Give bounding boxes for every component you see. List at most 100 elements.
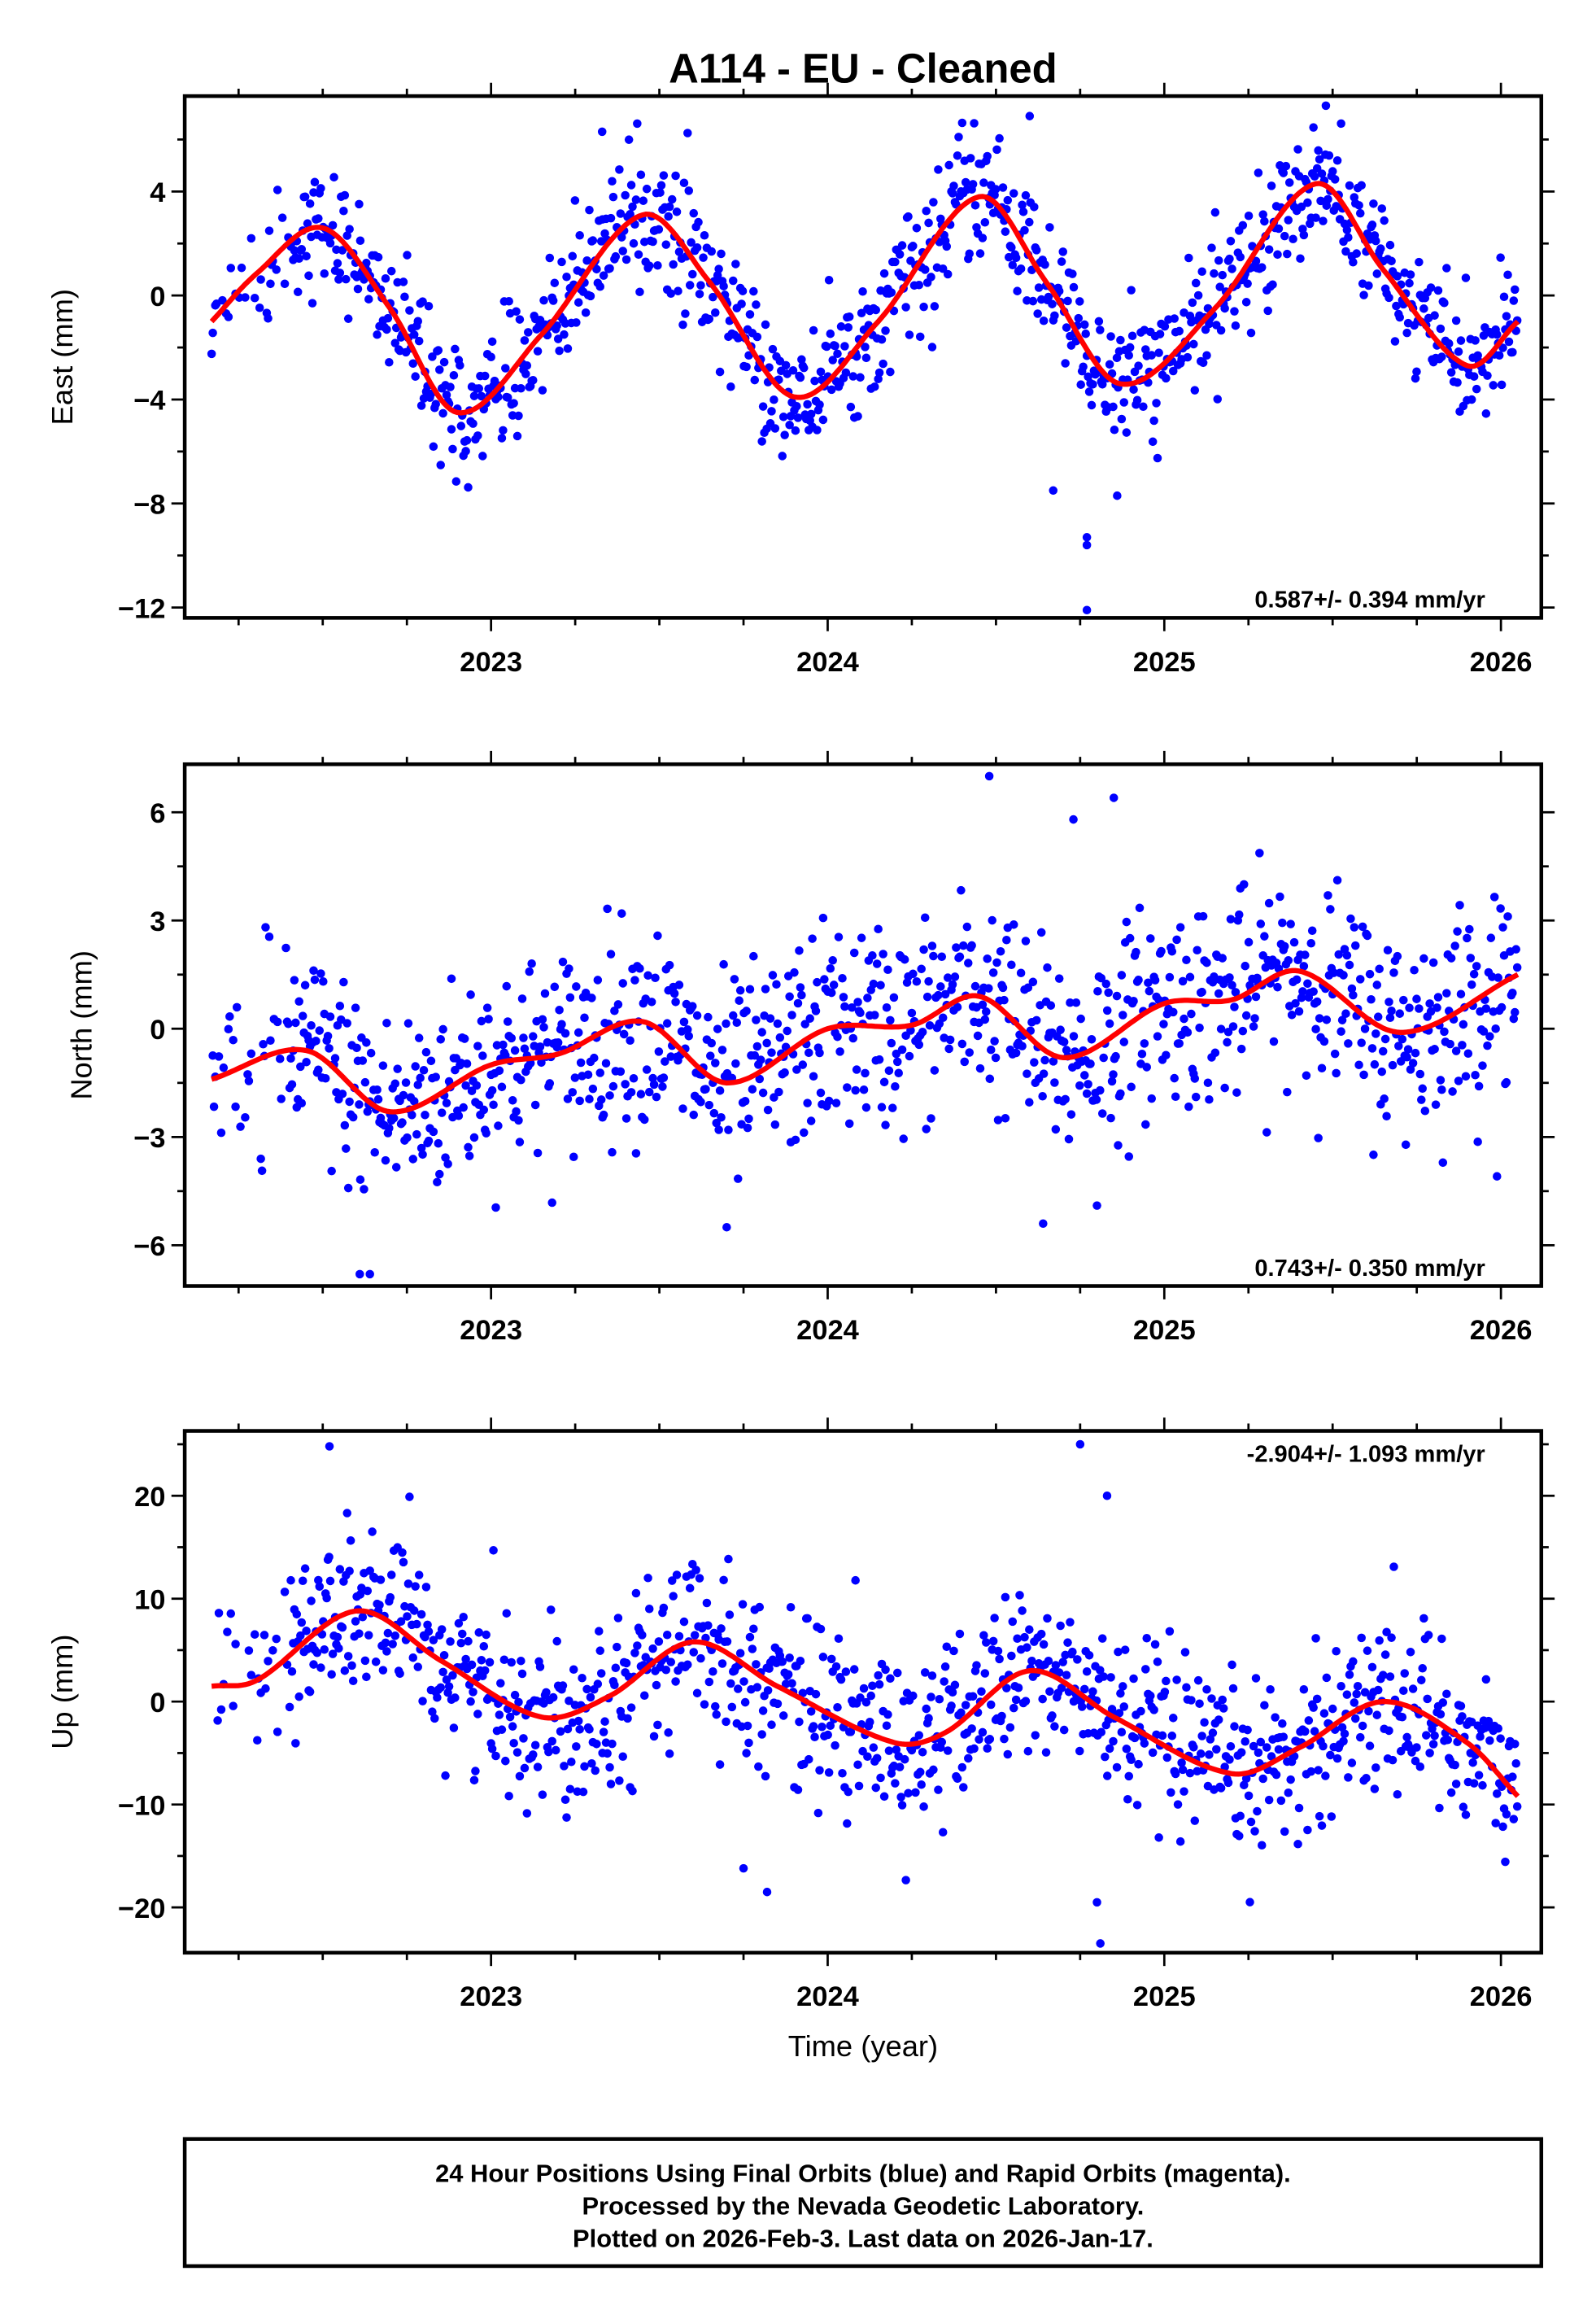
data-point xyxy=(538,386,547,395)
data-point xyxy=(1187,1009,1196,1019)
data-point xyxy=(1467,395,1476,404)
data-point xyxy=(828,956,837,965)
data-point xyxy=(652,1680,661,1690)
data-point xyxy=(879,1792,889,1802)
data-point xyxy=(1456,336,1466,345)
data-point xyxy=(261,923,270,932)
data-points xyxy=(208,771,1522,1279)
data-point xyxy=(264,314,273,323)
data-point xyxy=(838,974,847,983)
data-point xyxy=(563,1724,573,1734)
data-point xyxy=(1494,973,1503,982)
data-point xyxy=(674,247,684,256)
data-point xyxy=(909,969,918,979)
data-point xyxy=(770,424,780,433)
data-point xyxy=(411,372,420,381)
data-point xyxy=(724,1554,733,1564)
data-point xyxy=(1013,286,1022,295)
y-tick-label: 10 xyxy=(134,1584,165,1615)
data-point xyxy=(1418,1664,1427,1673)
data-point xyxy=(373,1085,382,1094)
data-point xyxy=(353,284,363,294)
data-point xyxy=(1350,1714,1360,1723)
data-point xyxy=(1424,1631,1433,1640)
data-point xyxy=(1241,1011,1251,1020)
data-point xyxy=(874,1055,884,1064)
data-point xyxy=(983,1744,992,1754)
data-point xyxy=(767,1048,776,1057)
data-point xyxy=(1020,1632,1029,1642)
data-point xyxy=(790,967,799,977)
data-point xyxy=(739,1677,748,1686)
data-point xyxy=(1388,1060,1398,1070)
data-point xyxy=(653,931,662,941)
data-point xyxy=(940,1677,948,1686)
data-point xyxy=(1450,1760,1459,1770)
data-point xyxy=(412,1619,421,1629)
data-point xyxy=(635,287,644,297)
data-point xyxy=(429,1127,438,1137)
data-point xyxy=(266,279,275,289)
data-point xyxy=(1141,345,1150,354)
data-point xyxy=(216,1705,226,1714)
data-point xyxy=(1149,1705,1158,1714)
data-point xyxy=(416,1143,426,1153)
data-point xyxy=(456,1638,466,1648)
data-point xyxy=(593,976,603,985)
data-point xyxy=(576,1058,586,1068)
data-point xyxy=(665,960,674,970)
data-point xyxy=(1066,1110,1076,1119)
data-point xyxy=(552,321,561,330)
data-point xyxy=(1364,1706,1373,1716)
data-point xyxy=(930,302,940,311)
data-point xyxy=(1170,314,1179,323)
data-point xyxy=(780,1068,789,1077)
data-point xyxy=(582,256,591,265)
data-point xyxy=(1283,249,1292,259)
data-point xyxy=(1367,1662,1377,1672)
data-point xyxy=(433,1692,442,1702)
data-point xyxy=(666,289,676,299)
data-point xyxy=(704,1100,714,1110)
data-point xyxy=(1309,123,1318,132)
data-point xyxy=(1193,290,1203,300)
data-point xyxy=(335,269,345,277)
data-point xyxy=(596,1095,606,1104)
y-tick-label: −6 xyxy=(133,1231,165,1262)
data-point xyxy=(948,1688,957,1697)
data-point xyxy=(970,201,980,210)
data-point xyxy=(986,1700,996,1710)
data-point xyxy=(1322,1673,1332,1683)
data-point xyxy=(1129,1674,1138,1684)
data-point xyxy=(522,360,532,370)
data-point xyxy=(1426,283,1436,292)
data-point xyxy=(1344,1773,1353,1782)
data-point xyxy=(957,885,966,895)
data-point xyxy=(575,1725,584,1734)
data-point xyxy=(309,966,318,976)
data-point xyxy=(1254,168,1263,177)
data-point xyxy=(1471,1070,1480,1080)
data-point xyxy=(1236,1044,1246,1054)
data-point xyxy=(1125,933,1135,943)
data-point xyxy=(1058,1657,1067,1666)
data-point xyxy=(838,1769,847,1778)
data-point xyxy=(689,1110,699,1120)
data-point xyxy=(1262,1743,1271,1752)
data-point xyxy=(649,1080,659,1090)
data-point xyxy=(1342,225,1352,234)
data-point xyxy=(1442,989,1451,998)
data-point xyxy=(1349,258,1358,267)
data-point xyxy=(1375,964,1384,974)
data-point xyxy=(338,1622,347,1632)
data-point xyxy=(1190,386,1200,395)
data-point xyxy=(988,968,998,977)
data-point xyxy=(1000,1734,1009,1744)
data-point xyxy=(569,1152,578,1161)
data-point xyxy=(1184,1102,1193,1112)
data-point xyxy=(297,245,307,254)
data-point xyxy=(1496,1734,1505,1743)
data-point xyxy=(303,219,312,228)
data-point xyxy=(1230,1002,1239,1011)
